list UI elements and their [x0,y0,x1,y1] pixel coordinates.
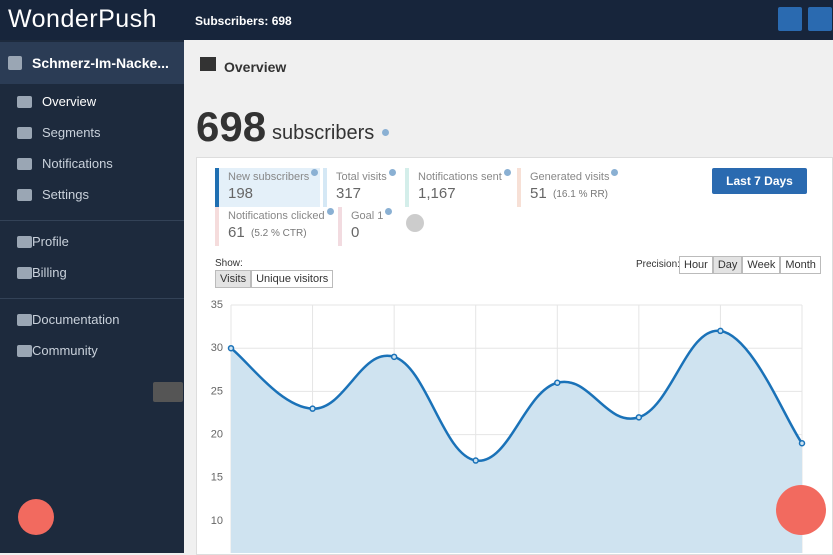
project-icon [8,56,22,70]
point [227,344,235,352]
add-stat-button[interactable] [406,214,424,232]
precision-label: Precision: [636,259,680,270]
sidebar: Schmerz-Im-Nacke... Overview Segments Noti… [0,40,184,553]
toggle-button[interactable]: Month [780,256,821,274]
power-button[interactable] [778,7,802,31]
point [635,414,643,421]
divider [0,220,184,221]
y-tick-label: 10 [211,515,223,527]
toggle-button[interactable]: Visits [215,270,252,288]
nav-item[interactable]: Segments [42,125,101,140]
stat-bar [338,207,342,246]
nav-item[interactable]: Notifications [42,156,113,171]
y-tick-label: 25 [211,385,223,397]
help-icon[interactable] [327,208,334,215]
area [231,330,802,553]
nav-item[interactable]: Profile [32,234,69,249]
help-icon[interactable] [311,169,318,176]
y-tick-label: 20 [211,429,223,441]
stat-value: 198 [228,185,254,202]
toggle-button[interactable]: Hour [679,256,713,274]
stat-value: 0 [351,224,360,241]
toggle-button[interactable]: Day [712,256,743,274]
show-label: Show: [215,258,243,269]
stat-label[interactable]: Generated visits [530,171,610,183]
nav-item[interactable]: Settings [42,187,89,202]
stat-detail: (5.2 % CTR) [251,228,307,239]
line [230,329,804,462]
chart: 10 15 20 25 30 35 [211,299,806,553]
nav-icon [17,236,32,248]
header: WonderPush Subscribers: 698 [0,0,833,40]
collapse-button[interactable] [153,382,183,402]
notification-bell[interactable] [18,499,54,535]
project-name[interactable]: Schmerz-Im-Nacke... [32,55,169,71]
y-tick-label: 30 [211,342,223,354]
toggle-button[interactable]: Unique visitors [251,270,334,288]
nav-icon [17,345,32,357]
stat-bar [405,168,409,207]
y-tick-label: 15 [211,472,223,484]
stat-highlight [215,168,320,207]
menu-button[interactable] [808,7,832,31]
nav-icon [17,158,32,170]
stat-bar [323,168,327,207]
help-icon[interactable] [504,169,511,176]
nav-icon [17,127,32,139]
stat-bar [215,207,219,246]
stat-label[interactable]: Total visits [336,171,387,183]
point [554,379,561,387]
chat-button[interactable] [776,485,826,535]
stat-value: 61 [228,224,245,241]
help-icon[interactable] [389,169,396,176]
stat-detail: (16.1 % RR) [553,189,609,200]
stat-label[interactable]: Goal 1 [351,210,384,222]
help-icon[interactable] [611,169,618,176]
nav-icon [17,189,32,201]
home-icon [200,57,216,71]
toggle-button[interactable]: Week [742,256,781,274]
stat-value: 1,167 [418,185,456,202]
project-selector[interactable] [0,42,184,84]
stat-value: 51 [530,185,547,202]
point [472,457,479,464]
nav-item[interactable]: Billing [32,265,67,280]
point [798,439,806,447]
precision-options: Hour Day Week Month [679,256,821,274]
stat-label[interactable]: Notifications clicked [228,210,325,222]
help-icon[interactable] [382,129,389,136]
stat-value: 317 [336,185,362,202]
nav-item[interactable]: Community [32,343,98,358]
nav-item[interactable]: Documentation [32,312,120,327]
stat-bar [215,168,219,207]
divider [0,298,184,299]
stat-label[interactable]: Notifications sent [418,171,502,183]
point [390,353,398,361]
y-tick-label: 35 [211,299,223,311]
point [717,327,724,335]
nav-icon [17,267,32,279]
point [309,405,316,412]
subscriber-count: Subscribers: 698 [195,14,292,28]
nav-icon [17,96,32,108]
subscriber-label: subscribers [272,122,375,144]
nav-item[interactable]: Overview [42,94,97,109]
breadcrumb: Overview [224,59,287,75]
date-range-button[interactable]: Last 7 Days [712,168,807,194]
logo[interactable]: WonderPush [8,5,158,33]
stat-bar [517,168,521,207]
show-options: Visits Unique visitors [215,270,334,288]
help-icon[interactable] [385,208,392,215]
subscriber-total: 698 [196,103,267,150]
nav-icon [17,314,32,326]
stat-label[interactable]: New subscribers [228,171,310,183]
